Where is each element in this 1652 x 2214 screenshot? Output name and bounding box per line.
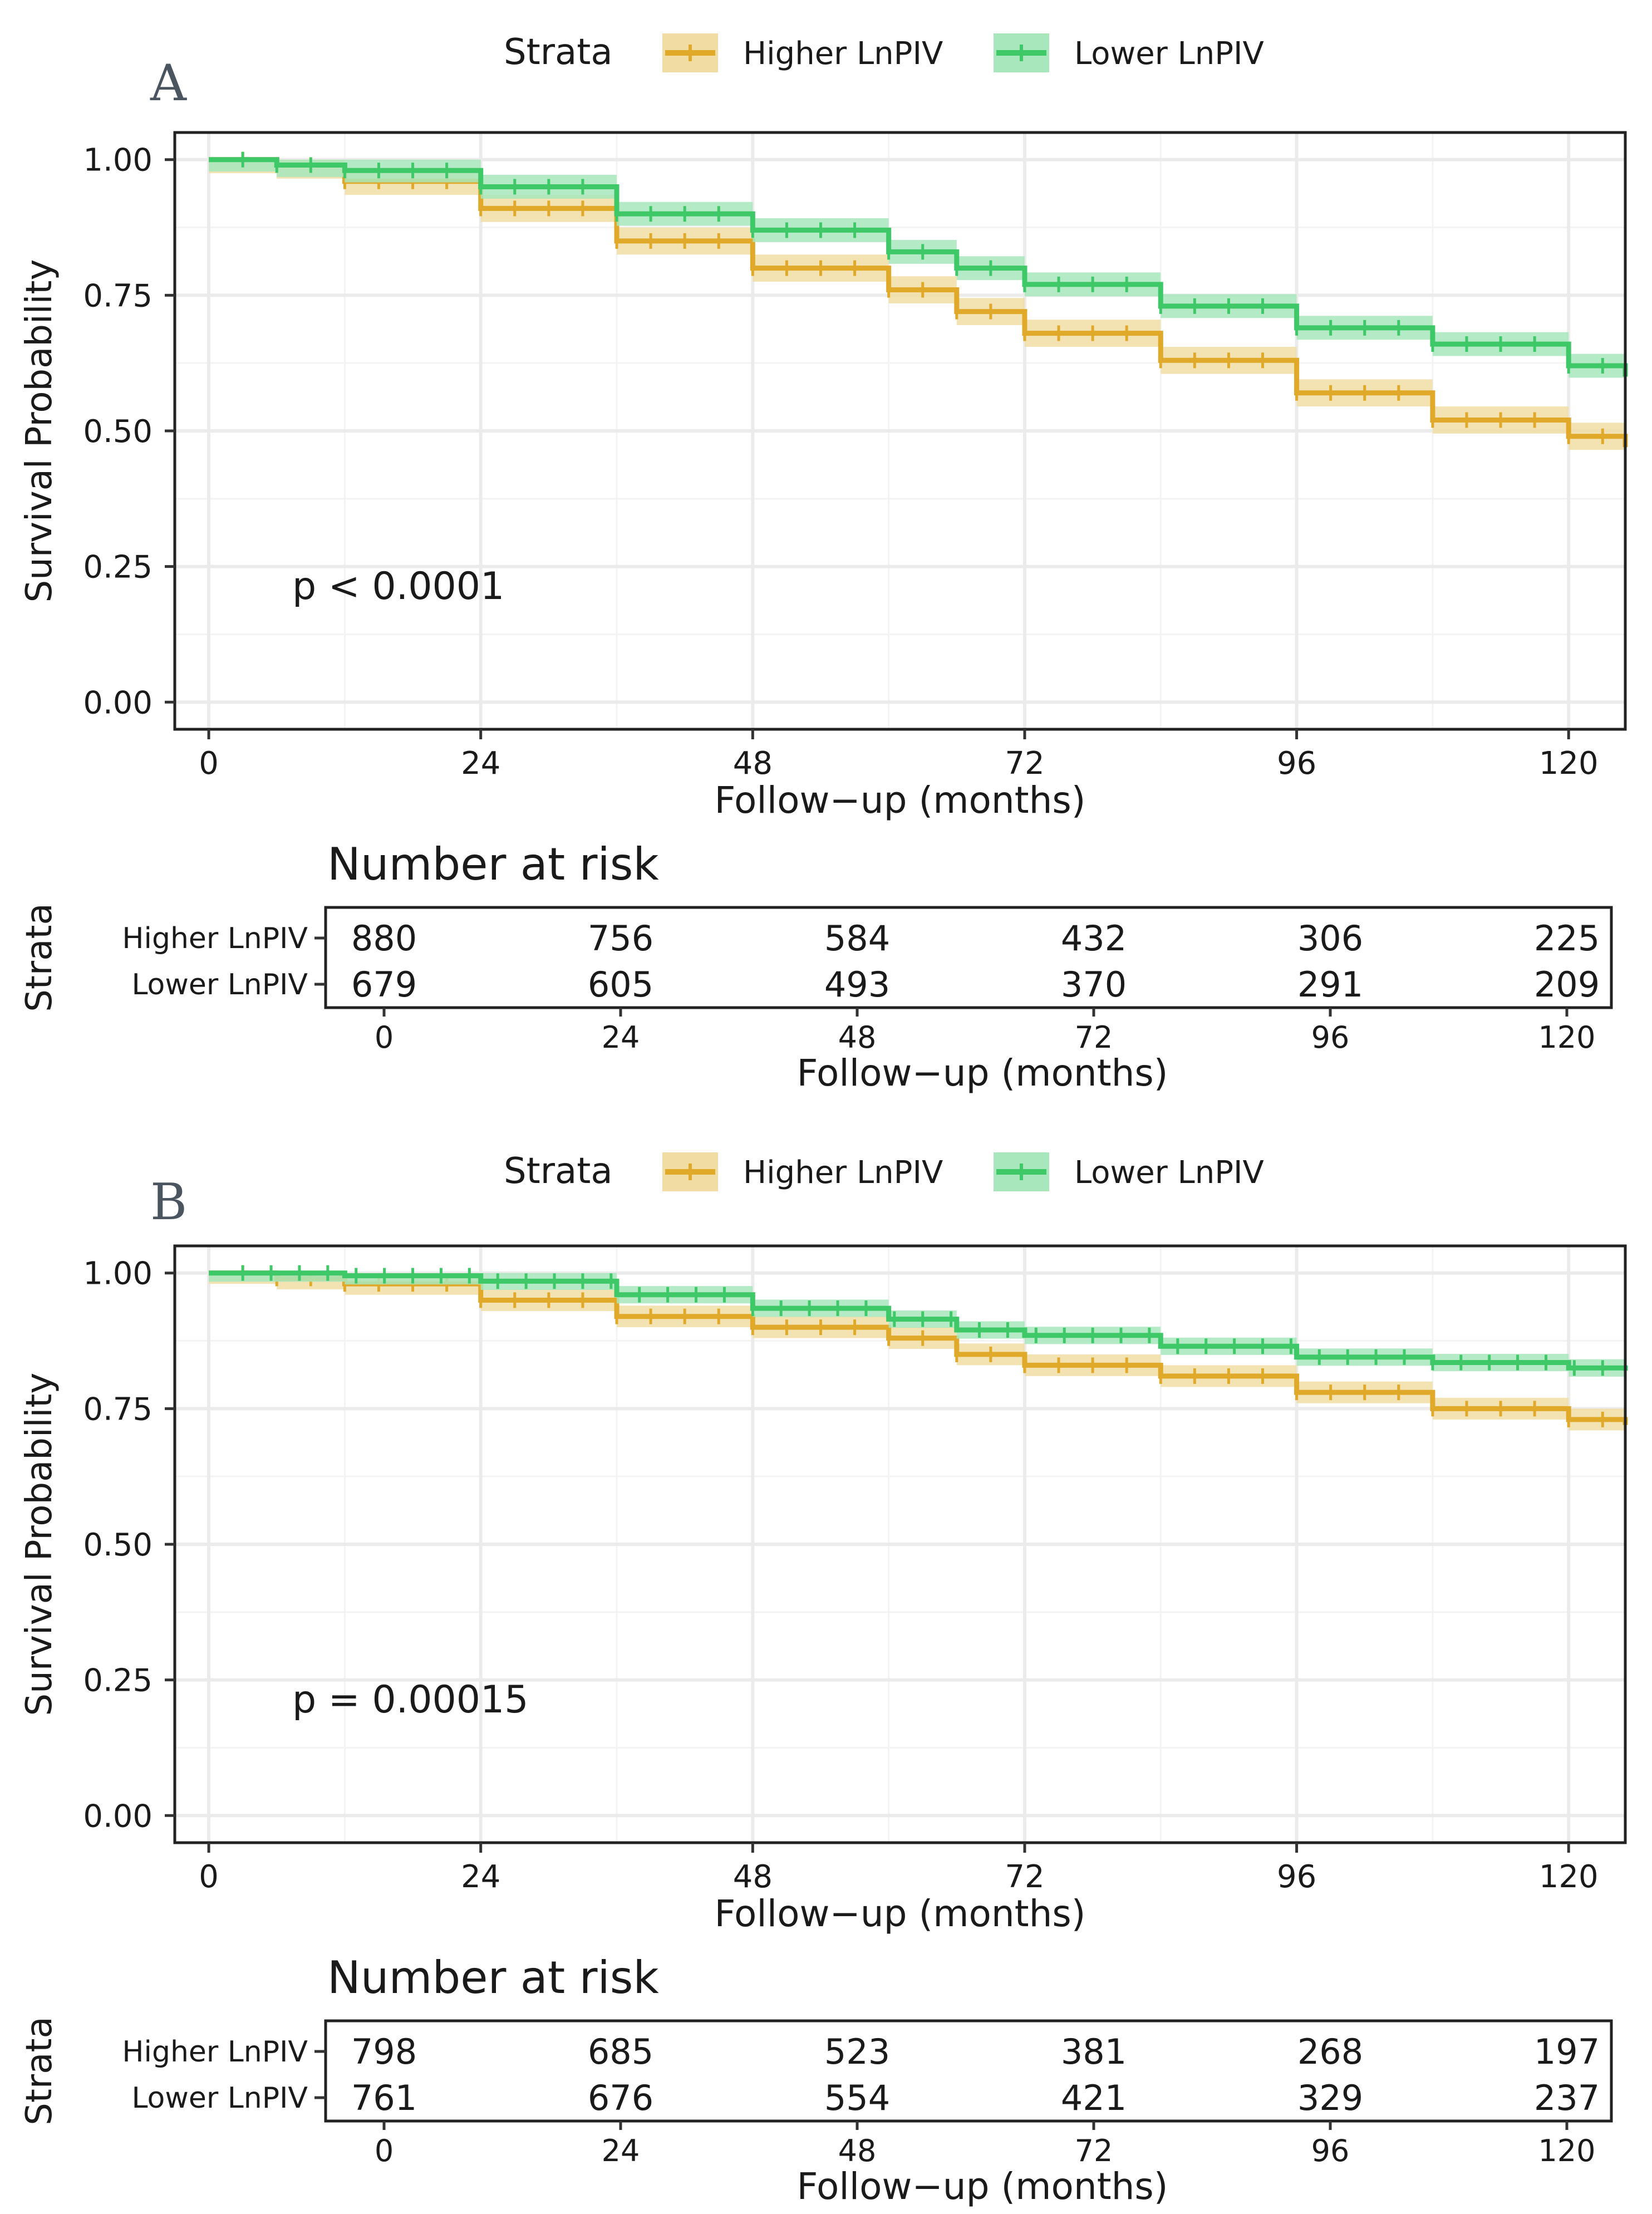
y-axis-label: Survival Probability [19, 259, 60, 603]
y-tick-label: 0.75 [83, 278, 153, 314]
risk-value: 225 [1534, 918, 1600, 959]
x-tick-label: 72 [1005, 1859, 1044, 1895]
risk-value: 584 [824, 918, 890, 959]
y-tick-label: 0.00 [83, 1798, 153, 1834]
risk-x-tick-label: 48 [838, 2133, 877, 2168]
x-tick-label: 48 [733, 745, 773, 782]
x-tick-label: 96 [1277, 1859, 1316, 1895]
risk-value: 605 [588, 964, 653, 1005]
risk-row-label: Higher LnPIV [122, 2035, 308, 2069]
panel-B: Strata Higher LnPIV Lower LnPIV B 0.00 0.25 0.… [19, 1151, 1628, 2208]
risk-y-axis-label: Strata [19, 2016, 60, 2125]
risk-y-axis-label: Strata [19, 903, 60, 1012]
x-tick-label: 72 [1005, 745, 1044, 782]
risk-table-title: Number at risk [327, 838, 659, 890]
x-tick-label: 48 [733, 1859, 773, 1895]
risk-value: 676 [588, 2078, 653, 2118]
panel-A: Strata Higher LnPIV Lower LnPIV A 0.00 0.25 0.… [19, 32, 1628, 1094]
risk-value: 761 [351, 2078, 417, 2118]
y-tick-label: 0.25 [83, 549, 153, 586]
risk-value: 432 [1061, 918, 1127, 959]
risk-value: 756 [588, 918, 653, 959]
y-tick-label: 1.00 [83, 1256, 153, 1292]
legend-entry: Higher LnPIV [743, 1155, 943, 1191]
risk-value: 685 [588, 2031, 653, 2072]
risk-value: 523 [824, 2031, 890, 2072]
risk-value: 306 [1297, 918, 1363, 959]
ci-band [209, 1273, 1625, 1380]
x-tick-label: 0 [199, 1859, 219, 1895]
legend-title: Strata [504, 32, 613, 73]
risk-value: 268 [1297, 2031, 1363, 2072]
risk-x-tick-label: 24 [602, 1020, 640, 1055]
risk-x-tick-label: 96 [1311, 1020, 1350, 1055]
risk-x-tick-label: 96 [1311, 2133, 1350, 2168]
risk-value: 421 [1061, 2078, 1127, 2118]
risk-value: 329 [1297, 2078, 1363, 2118]
risk-value: 237 [1534, 2078, 1600, 2118]
x-tick-label: 96 [1277, 745, 1316, 782]
y-tick-label: 1.00 [83, 143, 153, 179]
risk-x-axis-label: Follow−up (months) [796, 2165, 1168, 2208]
risk-table: Number at risk Higher LnPIV 798 685 523 381 26… [19, 1952, 1613, 2208]
legend-entry: Lower LnPIV [1074, 36, 1264, 72]
risk-value: 798 [351, 2031, 417, 2072]
x-axis-label: Follow−up (months) [714, 779, 1085, 822]
x-tick-label: 24 [461, 1859, 500, 1895]
risk-x-tick-label: 0 [375, 1020, 394, 1055]
y-tick-label: 0.75 [83, 1391, 153, 1427]
risk-x-tick-label: 120 [1538, 1020, 1595, 1055]
risk-row-label: Lower LnPIV [132, 2082, 308, 2115]
risk-table-border [324, 906, 1613, 1009]
risk-value: 679 [351, 964, 417, 1005]
risk-value: 554 [824, 2078, 890, 2118]
ci-band [209, 1273, 1625, 1436]
y-axis-label: Survival Probability [19, 1373, 60, 1716]
risk-x-tick-label: 48 [838, 1020, 877, 1055]
risk-x-axis-label: Follow−up (months) [796, 1052, 1168, 1094]
risk-value: 381 [1061, 2031, 1127, 2072]
risk-value: 370 [1061, 964, 1127, 1005]
risk-table-title: Number at risk [327, 1952, 659, 2004]
risk-table-border [324, 2019, 1613, 2123]
x-tick-label: 120 [1539, 1859, 1599, 1895]
risk-row-label: Lower LnPIV [132, 968, 308, 1002]
risk-x-tick-label: 0 [375, 2133, 394, 2168]
y-tick-label: 0.50 [83, 414, 153, 450]
risk-row-label: Higher LnPIV [122, 922, 308, 955]
x-tick-label: 24 [461, 745, 500, 782]
risk-x-tick-label: 72 [1075, 2133, 1113, 2168]
risk-value: 209 [1534, 964, 1600, 1005]
legend-title: Strata [504, 1151, 613, 1192]
p-value: p = 0.00015 [292, 1678, 529, 1722]
y-tick-label: 0.50 [83, 1527, 153, 1563]
risk-x-tick-label: 72 [1075, 1020, 1113, 1055]
risk-value: 880 [351, 918, 417, 959]
x-tick-label: 120 [1539, 745, 1599, 782]
risk-value: 493 [824, 964, 890, 1005]
panel-label: B [150, 1173, 187, 1231]
panel-label: A [150, 54, 187, 112]
y-tick-label: 0.25 [83, 1663, 153, 1699]
legend-entry: Lower LnPIV [1074, 1155, 1264, 1191]
risk-value: 197 [1534, 2031, 1600, 2072]
p-value: p < 0.0001 [292, 564, 504, 608]
risk-x-tick-label: 24 [602, 2133, 640, 2168]
x-tick-label: 0 [199, 745, 219, 782]
y-tick-label: 0.00 [83, 685, 153, 721]
ci-band [209, 159, 1625, 461]
risk-table: Number at risk Higher LnPIV 880 756 584 432 30… [19, 838, 1613, 1094]
risk-value: 291 [1297, 964, 1363, 1005]
legend-entry: Higher LnPIV [743, 36, 943, 72]
x-axis-label: Follow−up (months) [714, 1892, 1085, 1935]
risk-x-tick-label: 120 [1538, 2133, 1595, 2168]
